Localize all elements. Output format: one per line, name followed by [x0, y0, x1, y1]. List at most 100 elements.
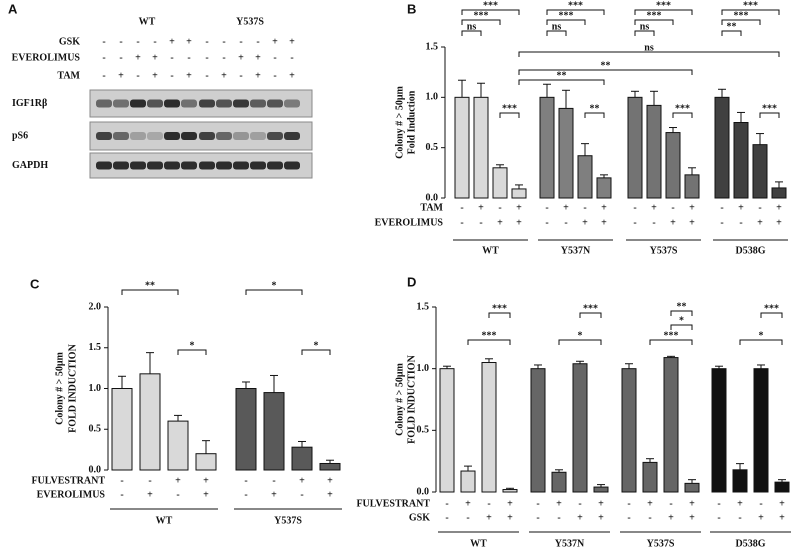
- blot-row-label: pS6: [12, 130, 28, 141]
- treatment-label: EVEROLIMUS: [12, 52, 81, 63]
- bar: [577, 155, 593, 199]
- group-label: Y537S: [236, 16, 264, 27]
- significance-bracket: [546, 9, 605, 15]
- blot-band: [216, 161, 232, 170]
- blot-band: [164, 99, 180, 108]
- significance-label: ns: [552, 21, 562, 32]
- treatment-sign: +: [689, 202, 695, 213]
- y-tick-label: 0.0: [426, 192, 439, 203]
- treatment-sign: +: [689, 512, 695, 523]
- blot-band: [164, 161, 180, 170]
- bar: [291, 446, 313, 471]
- significance-bracket: [649, 339, 693, 345]
- treatment-sign: -: [536, 498, 539, 509]
- treatment-sign: +: [516, 217, 522, 228]
- treatment-sign: +: [169, 36, 175, 47]
- significance-label: ***: [743, 0, 758, 11]
- significance-label: ns: [644, 42, 654, 53]
- treatment-sign: -: [460, 202, 463, 213]
- treatment-sign: -: [244, 489, 247, 500]
- group-label: WT: [139, 16, 156, 27]
- significance-bracket: [301, 349, 331, 355]
- treatment-sign: +: [556, 498, 562, 509]
- blot-band: [113, 132, 129, 140]
- treatment-sign: -: [102, 36, 105, 47]
- treatment-sign: -: [205, 52, 208, 63]
- treatment-sign: -: [720, 202, 723, 213]
- group-label: Y537N: [561, 245, 591, 256]
- treatment-sign: +: [255, 52, 261, 63]
- significance-bracket: [467, 339, 511, 345]
- significance-bracket: [461, 30, 482, 36]
- blot-band: [181, 161, 197, 170]
- bar: [646, 104, 662, 199]
- treatment-sign: -: [148, 475, 151, 486]
- treatment-sign: +: [776, 202, 782, 213]
- treatment-sign: +: [255, 70, 261, 81]
- significance-label: *: [314, 340, 319, 351]
- treatment-sign: +: [738, 202, 744, 213]
- treatment-sign: +: [175, 475, 181, 486]
- significance-bracket: [760, 312, 783, 318]
- treatment-sign: +: [478, 202, 484, 213]
- significance-bracket: [721, 19, 761, 25]
- treatment-sign: +: [203, 489, 209, 500]
- treatment-sign: +: [289, 70, 295, 81]
- significance-label: ***: [483, 0, 498, 11]
- bar: [663, 357, 679, 493]
- treatment-sign: -: [487, 498, 490, 509]
- blot-band: [147, 99, 163, 108]
- blot-band: [233, 132, 249, 140]
- significance-label: *: [578, 330, 583, 341]
- panel-label: A: [8, 1, 18, 16]
- bar: [502, 489, 518, 493]
- treatment-sign: -: [545, 202, 548, 213]
- blot-band: [284, 161, 300, 170]
- bar: [771, 187, 787, 199]
- bar: [167, 420, 189, 471]
- bar: [733, 122, 749, 199]
- bar: [460, 470, 476, 493]
- bar: [195, 453, 217, 471]
- bar: [714, 96, 730, 199]
- blot-band: [147, 161, 163, 170]
- blot-band: [96, 99, 112, 108]
- treatment-sign: +: [289, 36, 295, 47]
- treatment-sign: +: [601, 217, 607, 228]
- treatment-sign: -: [136, 70, 139, 81]
- treatment-sign: +: [147, 489, 153, 500]
- treatment-sign: -: [222, 36, 225, 47]
- significance-label: **: [590, 103, 600, 114]
- treatment-sign: +: [272, 36, 278, 47]
- treatment-sign: -: [170, 52, 173, 63]
- blot-band: [181, 132, 197, 140]
- treatment-label: FULVESTRANT: [356, 498, 430, 509]
- blot-band: [267, 161, 283, 170]
- bar: [263, 392, 285, 471]
- significance-label: **: [145, 280, 155, 291]
- treatment-sign: -: [545, 217, 548, 228]
- significance-bracket: [499, 112, 520, 118]
- bar: [621, 368, 637, 493]
- bar: [439, 368, 455, 493]
- treatment-sign: +: [186, 70, 192, 81]
- significance-bracket: [672, 112, 693, 118]
- y-axis-label: Colony # > 50μm: [394, 85, 405, 158]
- significance-label: ns: [640, 21, 650, 32]
- significance-bracket: [518, 79, 605, 85]
- significance-label: ns: [467, 21, 477, 32]
- bar: [539, 96, 555, 199]
- group-label: WT: [482, 245, 499, 256]
- blot-band: [250, 132, 266, 140]
- significance-label: ***: [647, 10, 662, 21]
- significance-label: *: [272, 280, 277, 291]
- treatment-sign: -: [627, 498, 630, 509]
- treatment-sign: -: [498, 202, 501, 213]
- treatment-sign: -: [272, 475, 275, 486]
- treatment-sign: -: [222, 52, 225, 63]
- bar: [481, 362, 497, 493]
- group-label: D538G: [736, 538, 766, 549]
- treatment-sign: +: [152, 70, 158, 81]
- y-tick-label: 0.0: [417, 486, 430, 497]
